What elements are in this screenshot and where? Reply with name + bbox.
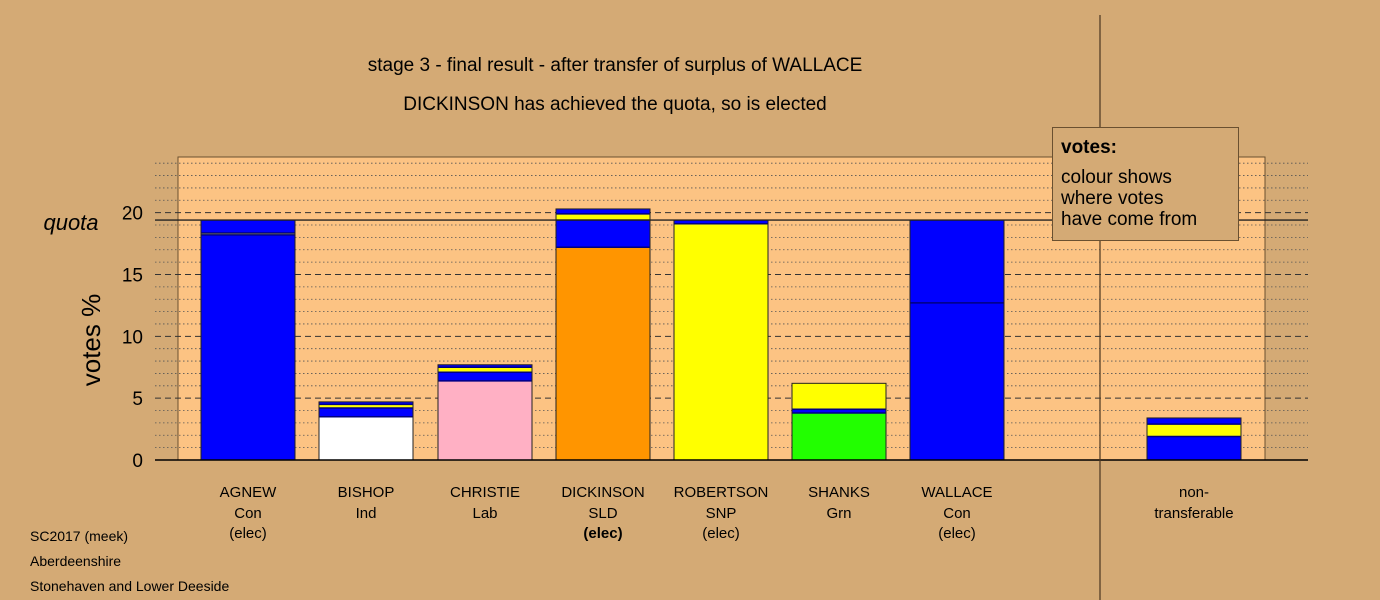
y-tick-label: 10 [122, 327, 143, 348]
candidate-name: SHANKS [808, 484, 870, 501]
bar-segment [674, 220, 768, 224]
bar-segment [1147, 424, 1241, 437]
bar-segment [319, 408, 413, 417]
chart-title-line-2: DICKINSON has achieved the quota, so is … [403, 94, 827, 115]
candidate-name: CHRISTIE [450, 484, 520, 501]
bars-layer [200, 208, 1242, 461]
candidate-party: SNP [706, 505, 737, 522]
bar-segment [556, 213, 650, 221]
legend-line: where votes [1061, 188, 1164, 209]
legend-line: colour shows [1061, 167, 1172, 188]
y-tick-label: 15 [122, 265, 143, 286]
bar-segment [438, 380, 532, 460]
candidate-party: Ind [356, 505, 377, 522]
candidate-party: transferable [1154, 505, 1233, 522]
footer-election: SC2017 (meek) [30, 528, 129, 544]
bar-segment [438, 364, 532, 368]
candidate-name: ROBERTSON [674, 484, 769, 501]
quota-label: quota [43, 210, 98, 235]
y-tick-label: 20 [122, 204, 143, 225]
candidate-party: SLD [588, 505, 617, 522]
bar-segment [319, 416, 413, 460]
candidate-status: (elec) [702, 525, 740, 542]
legend-title: votes: [1061, 137, 1117, 158]
candidate-party: Con [943, 505, 971, 522]
bar-segment [674, 223, 768, 460]
bar-segment [201, 233, 295, 235]
bar-segment [556, 208, 650, 214]
bar-segment [910, 220, 1004, 303]
category-labels: AGNEW Con (elec) BISHOP Ind CHRISTIE Lab DICKIN… [220, 484, 1234, 542]
candidate-name: AGNEW [220, 484, 278, 501]
chart-title-line-1: stage 3 - final result - after transfer … [367, 55, 863, 76]
bar-segment [1147, 436, 1241, 460]
bar-segment [201, 220, 295, 234]
candidate-party: Grn [826, 505, 851, 522]
bar-segment [792, 383, 886, 410]
y-tick-label: 0 [132, 451, 143, 472]
candidate-name: non- [1179, 484, 1209, 501]
candidate-status: (elec) [583, 525, 622, 542]
bar-segment [1147, 417, 1241, 425]
bar-segment [438, 372, 532, 381]
candidate-status: (elec) [229, 525, 267, 542]
y-tick-label: 5 [132, 389, 143, 410]
bar-segment [792, 413, 886, 460]
bar-segment [319, 401, 413, 405]
footer-ward: Stonehaven and Lower Deeside [30, 578, 230, 594]
footer-council: Aberdeenshire [30, 553, 122, 569]
bar-segment [201, 234, 295, 460]
legend-line: have come from [1061, 209, 1198, 230]
legend: votes: colour shows where votes have com… [1052, 127, 1239, 241]
bar-segment [438, 367, 532, 373]
bar-segment [319, 404, 413, 409]
candidate-name: DICKINSON [561, 484, 644, 501]
candidate-status: (elec) [938, 525, 976, 542]
bar-segment [792, 409, 886, 414]
bar-segment [910, 302, 1004, 460]
candidate-party: Con [234, 505, 262, 522]
y-axis-label: votes % [76, 294, 106, 387]
candidate-party: Lab [472, 505, 497, 522]
candidate-name: BISHOP [338, 484, 395, 501]
candidate-name: WALLACE [921, 484, 992, 501]
bar-segment [556, 220, 650, 248]
bar-segment [556, 247, 650, 460]
